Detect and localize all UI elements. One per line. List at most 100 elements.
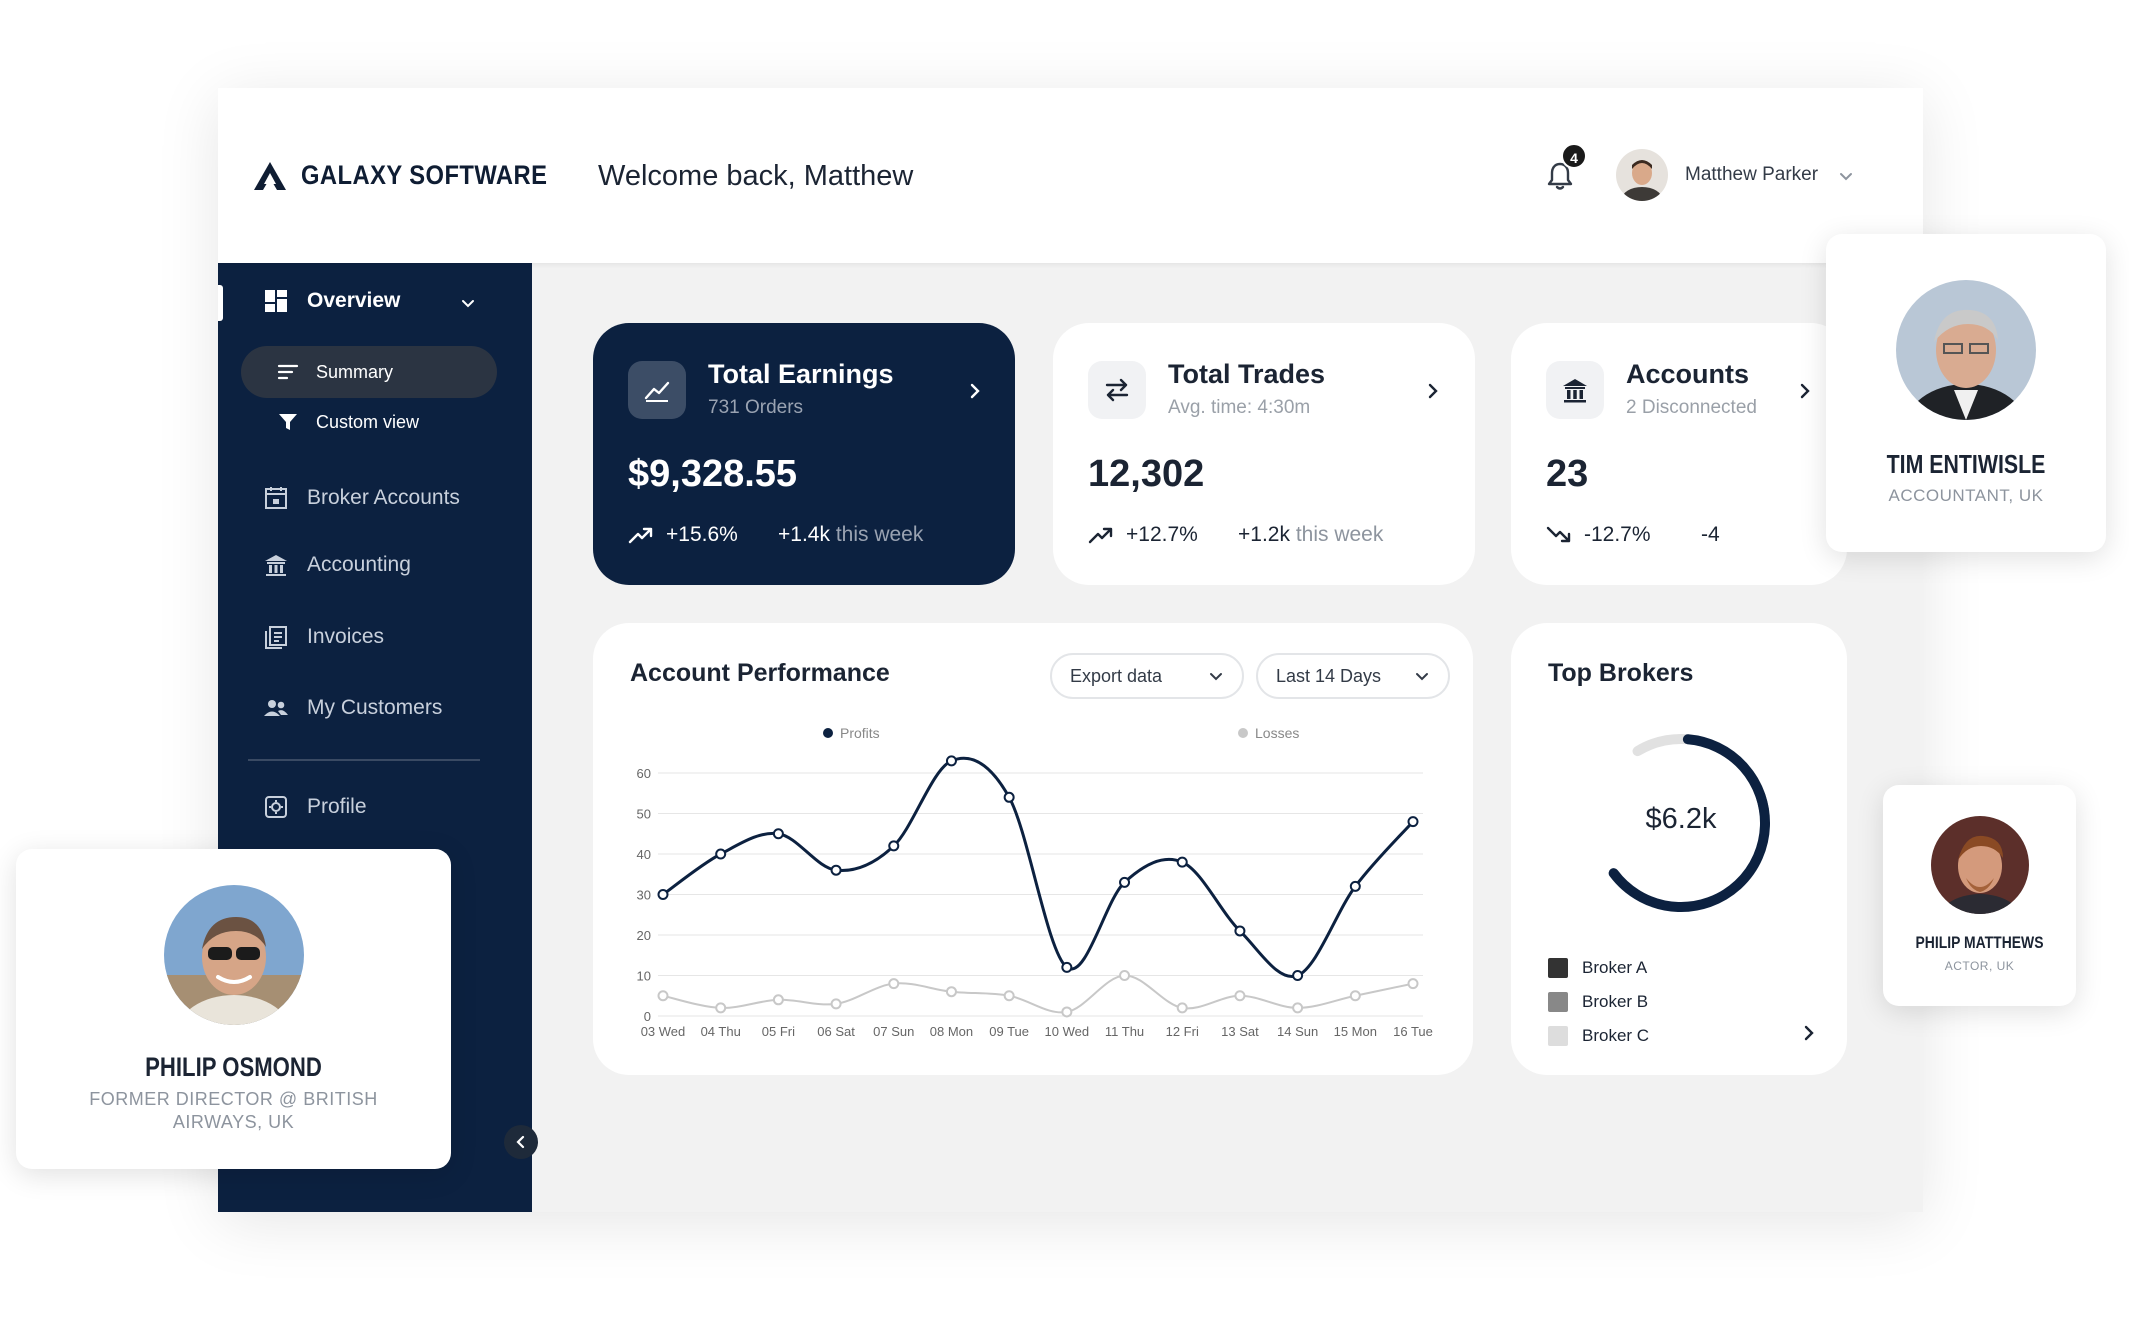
chevron-down-icon[interactable] [459, 295, 477, 313]
data-point-losses [888, 978, 900, 990]
testimonial-card-philip-osmond[interactable]: PHILIP OSMOND FORMER DIRECTOR @ BRITISH … [16, 849, 451, 1169]
top-brokers-card: Top Brokers $6.2k Broker A Broker B Brok… [1511, 623, 1847, 1075]
stat-subtitle: Avg. time: 4:30m [1168, 397, 1311, 418]
chevron-right-icon[interactable] [965, 381, 985, 401]
data-point-profits [1003, 791, 1015, 803]
x-tick-label: 09 Tue [989, 1024, 1029, 1039]
sidebar-subitem-custom-view[interactable]: Custom view [276, 410, 419, 434]
sidebar-item-label: My Customers [307, 696, 443, 719]
stat-weekly-label: this week [835, 523, 924, 546]
stat-title: Accounts [1626, 359, 1750, 389]
summary-icon [277, 364, 299, 380]
export-data-dropdown[interactable]: Export data [1050, 653, 1244, 699]
trend-chart-icon [628, 361, 686, 419]
data-point-losses [830, 998, 842, 1010]
data-point-losses [1119, 970, 1131, 981]
stat-weekly: +1.2k this week [1238, 523, 1383, 547]
avatar [1931, 816, 2029, 914]
profile-role: ACCOUNTANT, UK [1888, 486, 2044, 505]
data-point-profits [888, 840, 900, 852]
profile-settings-icon [265, 796, 287, 818]
data-point-losses [1176, 1002, 1188, 1014]
chevron-right-icon[interactable] [1799, 1023, 1819, 1043]
legend-swatch [1548, 958, 1568, 978]
bank-icon [1546, 361, 1604, 419]
x-tick-label: 16 Tue [1393, 1024, 1433, 1039]
legend-label: Broker A [1582, 958, 1648, 977]
dashboard-window: GALAXY SOFTWARE Welcome back, Matthew 4 … [218, 88, 1923, 1212]
avatar [1896, 280, 2036, 420]
sidebar-subitem-summary[interactable]: Summary [276, 360, 393, 384]
sidebar-item-label: Profile [307, 795, 367, 818]
user-avatar[interactable] [1616, 149, 1668, 201]
sidebar-item-accounting[interactable]: Accounting [263, 552, 411, 578]
x-tick-label: 08 Mon [930, 1024, 973, 1039]
chevron-down-icon[interactable] [1837, 168, 1855, 186]
sidebar-item-profile[interactable]: Profile [263, 794, 367, 820]
stat-trend-value: +12.7% [1126, 523, 1198, 546]
profile-name: TIM ENTIWISLE [1886, 449, 2046, 479]
top-bar: GALAXY SOFTWARE Welcome back, Matthew 4 … [218, 88, 1923, 263]
profile-role: FORMER DIRECTOR @ BRITISH AIRWAYS, UK [89, 1089, 378, 1132]
data-point-profits [1061, 961, 1073, 973]
account-performance-card: 0 10 20 30 40 50 60 03 Wed 04 Thu 05 Fri 06 Sat 07 … [593, 623, 1473, 1075]
sidebar-item-invoices[interactable]: Invoices [263, 624, 384, 650]
data-point-profits [1349, 880, 1361, 892]
trending-up-icon [1088, 527, 1113, 544]
testimonial-card-philip-matthews[interactable]: PHILIP MATTHEWS ACTOR, UK [1883, 785, 2076, 1006]
stat-title: Total Trades [1168, 359, 1326, 389]
galaxy-logo-icon [254, 161, 286, 190]
y-tick-label: 30 [637, 888, 651, 903]
sidebar-item-broker-accounts[interactable]: Broker Accounts [263, 485, 460, 511]
y-tick-label: 20 [637, 928, 651, 943]
brand-name: GALAXY SOFTWARE [301, 160, 548, 190]
bank-icon [265, 555, 287, 576]
chevron-right-icon[interactable] [1795, 381, 1815, 401]
sidebar-divider [248, 759, 480, 761]
stat-card-accounts[interactable]: Accounts 2 Disconnected 23 -12.7% -4 [1511, 323, 1847, 585]
legend-swatch [1548, 1026, 1568, 1046]
sidebar-item-label: Overview [307, 289, 401, 312]
collapse-sidebar-button[interactable] [504, 1125, 538, 1159]
date-range-dropdown[interactable]: Last 14 Days [1256, 653, 1450, 699]
y-tick-label: 10 [637, 969, 651, 984]
sidebar-item-my-customers[interactable]: My Customers [263, 695, 442, 721]
stat-title: Total Earnings [708, 359, 894, 389]
x-tick-label: 13 Sat [1221, 1024, 1259, 1039]
chevron-right-icon[interactable] [1423, 381, 1443, 401]
x-tick-label: 06 Sat [817, 1024, 855, 1039]
chevron-down-icon [1416, 673, 1428, 681]
series-line-losses [662, 974, 1414, 1014]
trending-up-icon [628, 527, 653, 544]
sidebar-item-overview[interactable]: Overview [263, 288, 400, 314]
welcome-message: Welcome back, Matthew [598, 160, 914, 192]
data-point-losses [1003, 990, 1015, 1002]
sidebar-subitem-label: Summary [316, 361, 394, 382]
profile-name: PHILIP MATTHEWS [1915, 933, 2044, 952]
card-title: Top Brokers [1548, 659, 1694, 687]
x-tick-label: 11 Thu [1105, 1024, 1144, 1039]
data-point-profits [945, 755, 957, 767]
brokers-donut-chart [1592, 734, 1770, 912]
filter-icon [279, 414, 297, 430]
testimonial-card-tim[interactable]: TIM ENTIWISLE ACCOUNTANT, UK [1826, 234, 2106, 552]
stat-trend: +15.6% [628, 523, 738, 547]
legend-item-broker-a: Broker A [1548, 958, 1647, 978]
data-point-profits [772, 828, 784, 840]
stat-card-total-trades[interactable]: Total Trades Avg. time: 4:30m 12,302 +12… [1053, 323, 1475, 585]
stat-change: -4 [1701, 523, 1720, 547]
swap-arrows-icon [1088, 361, 1146, 419]
user-name[interactable]: Matthew Parker [1685, 164, 1819, 185]
card-title: Account Performance [630, 659, 890, 687]
active-indicator [218, 285, 223, 321]
stat-card-total-earnings[interactable]: Total Earnings 731 Orders $9,328.55 +15.… [593, 323, 1015, 585]
stat-subtitle: 731 Orders [708, 397, 804, 418]
legend-marker-profits [823, 728, 833, 738]
brand[interactable]: GALAXY SOFTWARE [253, 160, 581, 191]
y-tick-label: 50 [637, 807, 651, 822]
legend-label: Broker B [1582, 992, 1649, 1011]
stat-value: $9,328.55 [628, 453, 798, 495]
x-tick-label: 12 Fri [1166, 1024, 1199, 1039]
legend-label-profits: Profits [840, 725, 880, 741]
